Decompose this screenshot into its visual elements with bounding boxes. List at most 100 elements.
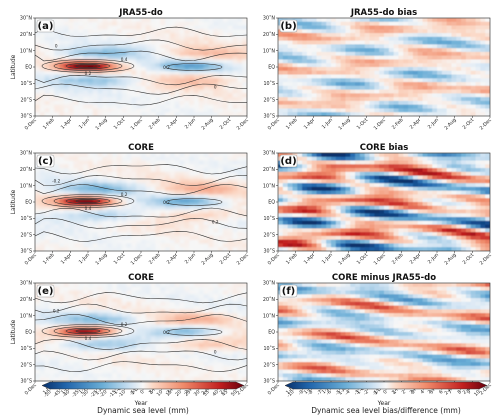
contour-label: 0.2 <box>212 220 219 225</box>
y-tick-label: 10˚N <box>263 182 276 189</box>
y-tick-label: EQ <box>25 200 32 206</box>
contour-line <box>35 175 247 186</box>
panel-tag: (a) <box>38 21 54 32</box>
colorbar-tick-label: -30 <box>80 389 90 399</box>
contours <box>35 164 247 242</box>
y-tick-label: 20˚N <box>20 31 33 38</box>
colorbar-tick-label: 25 <box>184 389 193 398</box>
x-tick-label: 1-Jun <box>321 117 334 130</box>
x-tick-label: 1-Apr <box>60 117 73 130</box>
y-tick-label: 10˚N <box>20 47 33 54</box>
y-tick-label: 20˚S <box>20 361 32 368</box>
y-tick-label: 30˚S <box>20 113 32 120</box>
colorbar-tick-label: 45 <box>221 389 230 398</box>
colorbar-tick-label: 15 <box>165 389 174 398</box>
x-tick-label: 1-Feb <box>285 252 299 266</box>
contour-label: 0.4 <box>121 57 128 62</box>
y-tick-label: 30˚N <box>263 15 276 22</box>
y-tick-label: 30˚N <box>263 150 276 157</box>
x-tick-label: 1-Oct <box>113 252 127 266</box>
y-tick-label: 20˚N <box>263 31 276 38</box>
x-tick-label: 1-Jun <box>321 252 334 265</box>
x-tick-label: 1-Apr <box>60 252 73 265</box>
y-tick-label: 20˚S <box>263 96 275 103</box>
contour-line <box>53 196 123 206</box>
colorbar-label: Dynamic sea level bias/difference (mm) <box>311 406 461 415</box>
contour-line <box>35 314 247 325</box>
x-tick-label: 2-Feb <box>391 252 405 266</box>
y-axis-label: Latitude <box>10 319 17 344</box>
x-tick-label: 1-Aug <box>94 117 108 131</box>
colorbar-tick-label: 6 <box>438 389 444 395</box>
contour-line <box>35 164 247 175</box>
contour-line <box>65 197 111 205</box>
contour-line <box>53 61 123 71</box>
panel-title: JRA55-do <box>118 8 163 18</box>
colorbar-tick-label: -20 <box>99 389 109 399</box>
colorbar-tick-label: 3 <box>410 389 416 395</box>
panel-tag: (f) <box>282 286 296 297</box>
x-tick-label: 2-Apr <box>409 117 422 130</box>
contour-label: 0.2 <box>163 200 170 205</box>
y-tick-label: 20˚S <box>20 231 32 238</box>
x-tick-label: 1-Aug <box>337 252 351 266</box>
x-tick-label: 1-Feb <box>285 117 299 131</box>
contour-line <box>35 230 247 242</box>
y-tick-label: 30˚S <box>263 378 275 385</box>
contours <box>35 292 247 373</box>
colorbar-sea_level: -50 -45 -40 -35 -30 -25 -20 -15 -10 -5 0 5 10 15 20 25 3… <box>41 381 245 415</box>
y-tick-label: 10˚S <box>263 345 275 352</box>
contour-line <box>41 59 135 73</box>
y-tick-label: 20˚N <box>263 166 276 173</box>
colorbar-tick-label: 2 <box>401 389 407 395</box>
colorbar-tick-label: -40 <box>61 389 71 399</box>
colorbar-tick-label: -8 <box>307 389 315 397</box>
panel-tag-box <box>279 284 298 298</box>
contour-line <box>35 207 247 218</box>
colorbar-tick-label: -3 <box>353 389 361 397</box>
y-tick-label: EQ <box>268 200 275 206</box>
contour-line <box>65 327 111 335</box>
contour-line <box>41 194 135 208</box>
x-tick-label: 2-Jun <box>184 117 197 130</box>
colorbar-tick-label: -10 <box>117 389 127 399</box>
y-tick-label: 20˚S <box>263 361 275 368</box>
colorbar-tick-label: 8 <box>457 389 463 395</box>
y-tick-label: 30˚S <box>20 378 32 385</box>
contour-line <box>35 350 247 361</box>
x-tick-label: 1-Aug <box>94 252 108 266</box>
x-tick-label: 2-Dec <box>479 252 493 266</box>
y-tick-label: 10˚N <box>263 312 276 319</box>
colorbar-tick-label: -2 <box>362 389 370 397</box>
contour-label: 0.4 <box>85 336 92 341</box>
x-tick-label: 2-Dec <box>236 117 250 131</box>
colorbar-tick-label: -9 <box>297 389 305 397</box>
contour-line <box>35 83 247 95</box>
colorbar-label: Dynamic sea level (mm) <box>97 406 189 415</box>
colorbar-tick-label: -50 <box>43 389 53 399</box>
x-tick-label: 1-Feb <box>42 117 56 131</box>
colorbar-bar <box>284 381 488 390</box>
x-tick-label: 1-Oct <box>356 252 370 266</box>
x-tick-label: 2-Oct <box>462 117 476 131</box>
colorbar-tick-label: -5 <box>334 389 342 397</box>
panel-tag-box <box>36 284 55 298</box>
contour-line <box>165 328 223 336</box>
contour-label: 0 <box>214 350 217 355</box>
x-tick-label: 1-Apr <box>303 117 316 130</box>
contour-label: 0 <box>214 85 217 90</box>
contour-line <box>35 39 247 51</box>
x-tick-label: 2-Feb <box>391 117 405 131</box>
colorbar-tick-label: -1 <box>372 389 380 397</box>
colorbar-tick-label: 1 <box>392 389 398 395</box>
x-tick-label: 2-Jun <box>427 117 440 130</box>
y-tick-label: 20˚S <box>20 96 32 103</box>
panel-tag: (d) <box>280 156 296 167</box>
colorbar-tick-label: 9 <box>466 389 472 395</box>
contour-label: 0.2 <box>53 308 60 313</box>
panel-tag-box <box>36 154 55 168</box>
colorbar-tick-label: -15 <box>108 389 118 399</box>
heatmap-field <box>278 153 490 251</box>
x-tick-label: 2-Jun <box>427 252 440 265</box>
y-tick-label: 30˚N <box>20 15 33 22</box>
